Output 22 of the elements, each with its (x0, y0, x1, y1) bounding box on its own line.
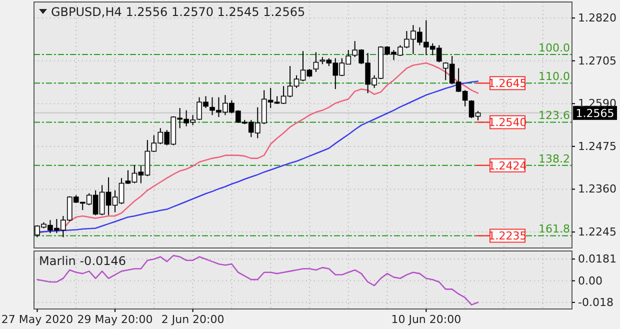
x-tick-label: 10 Jun 20:00 (391, 312, 462, 326)
annotation: 138.2 (538, 152, 570, 166)
chart-title: GBPUSD,H4 1.2556 1.2570 1.2545 1.2565 (51, 5, 306, 19)
x-tick-label: 27 May 2020 (1, 312, 74, 326)
annotation: 123.6 (538, 109, 570, 122)
ref-line-label: 1.2565 (576, 106, 614, 120)
annotation: 161.8 (538, 222, 570, 236)
x-tick-label: 29 May 20:00 (77, 312, 153, 326)
y-tick-label: 1.2475 (578, 140, 616, 153)
candlestick (313, 52, 319, 72)
y-tick-label: 0.0181 (578, 252, 616, 266)
y-tick-label: 1.2705 (578, 54, 616, 68)
annotation: 110.0 (538, 70, 570, 84)
y-tick-label: 1.2360 (578, 182, 616, 196)
y-tick-label: -0.018 (578, 296, 614, 309)
y-tick-label: 1.2820 (578, 12, 616, 25)
y-tick-label: 0.00 (578, 274, 602, 288)
line-series (36, 254, 479, 306)
y-tick-label: 1.2245 (578, 226, 616, 239)
annotation: 100.0 (538, 41, 570, 54)
x-tick-label: 2 Jun 20:00 (161, 312, 224, 326)
chart-title: Marlin -0.0146 (39, 254, 126, 268)
